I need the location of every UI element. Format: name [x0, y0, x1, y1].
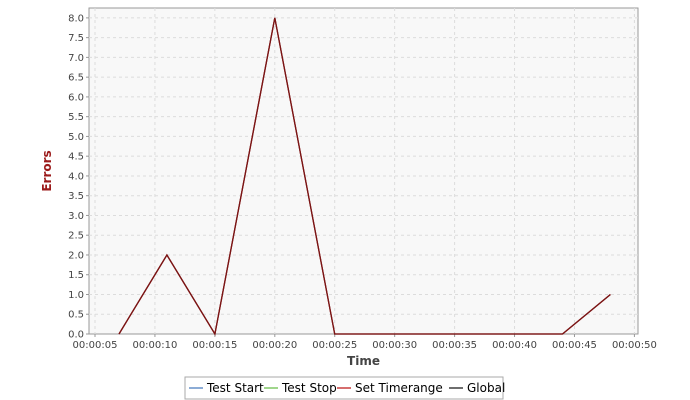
- y-axis-title: Errors: [40, 150, 54, 191]
- legend: Test Start Test Stop Set Timerange Global: [184, 376, 505, 400]
- series-lines: [118, 17, 611, 336]
- x-tick-label: 00:00:35: [432, 340, 477, 351]
- x-tick-label: 00:00:50: [612, 340, 657, 351]
- y-tick-label: 3.5: [68, 191, 84, 202]
- legend-label: Test Start: [206, 381, 264, 395]
- x-tick-label: 00:00:25: [312, 340, 357, 351]
- y-tick-label: 5.0: [68, 132, 84, 143]
- y-tick-label: 4.5: [68, 152, 84, 163]
- y-tick-label: 7.0: [68, 53, 84, 64]
- y-tick-label: 1.5: [68, 270, 84, 281]
- x-tick-label: 00:00:40: [492, 340, 537, 351]
- x-tick-label: 00:00:15: [192, 340, 237, 351]
- gridlines: [89, 8, 638, 334]
- y-tick-label: 4.0: [68, 171, 84, 182]
- x-tick-label: 00:00:05: [73, 340, 118, 351]
- y-tick-label: 0.0: [68, 330, 84, 341]
- y-tick-label: 1.0: [68, 290, 84, 301]
- x-tick-label: 00:00:20: [252, 340, 297, 351]
- legend-label: Test Stop: [281, 381, 337, 395]
- axes: 0.0 0.5 1.0 1.5 2.0 2.5 3.0 3.5 4.0 4.5 5.0 5.5 6.0 6…: [68, 13, 657, 351]
- y-tick-label: 2.0: [68, 250, 84, 261]
- x-tick-label: 00:00:30: [372, 340, 417, 351]
- x-axis-title: Time: [347, 354, 380, 368]
- y-tick-label: 3.0: [68, 211, 84, 222]
- y-tick-label: 6.5: [68, 73, 84, 84]
- series-line-global: [118, 17, 611, 336]
- x-tick-label: 00:00:45: [552, 340, 597, 351]
- y-tick-label: 7.5: [68, 33, 84, 44]
- y-tick-label: 5.5: [68, 112, 84, 123]
- y-tick-label: 2.5: [68, 231, 84, 242]
- legend-label: Set Timerange: [355, 381, 443, 395]
- y-tick-label: 8.0: [68, 13, 84, 24]
- plot-area: [88, 7, 639, 335]
- y-tick-label: 0.5: [68, 310, 84, 321]
- y-tick-label: 6.0: [68, 92, 84, 103]
- legend-label: Global: [467, 381, 505, 395]
- x-tick-label: 00:00:10: [132, 340, 177, 351]
